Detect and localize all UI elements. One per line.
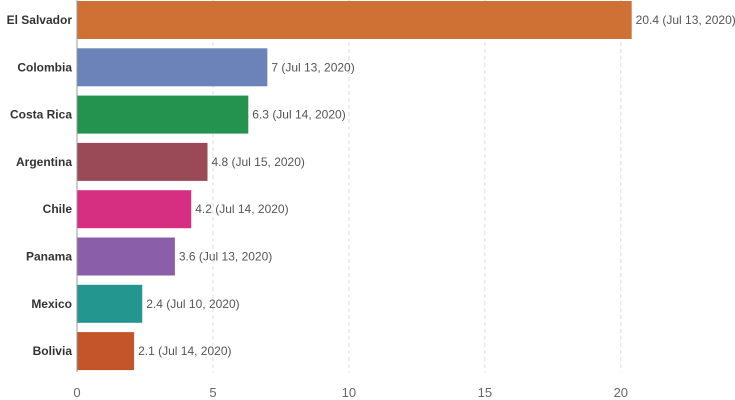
category-label: Panama (26, 250, 72, 264)
x-tick-label: 15 (478, 385, 492, 400)
labels: El Salvador 20.4 (Jul 13, 2020) Colombia 7 … (7, 13, 735, 358)
x-axis: 0 5 10 15 20 (73, 0, 628, 400)
category-label: Chile (43, 202, 73, 216)
x-tick-label: 5 (209, 385, 216, 400)
category-label: Mexico (31, 297, 72, 311)
category-label: Costa Rica (10, 108, 72, 122)
category-label: Bolivia (33, 344, 73, 358)
value-label: 3.6 (Jul 13, 2020) (179, 250, 272, 264)
x-tick-label: 20 (614, 385, 628, 400)
category-label: Argentina (16, 155, 72, 169)
bar-bolivia (77, 332, 135, 371)
x-tick-label: 10 (342, 385, 356, 400)
bar-argentina (77, 142, 208, 181)
value-label: 7 (Jul 13, 2020) (271, 60, 354, 74)
category-label: El Salvador (7, 13, 73, 27)
value-label: 2.1 (Jul 14, 2020) (138, 344, 231, 358)
category-label: Colombia (17, 60, 72, 74)
bar-panama (77, 237, 175, 276)
x-tick-label: 0 (73, 385, 80, 400)
value-label: 4.2 (Jul 14, 2020) (195, 202, 288, 216)
bars (77, 1, 632, 371)
value-label: 4.8 (Jul 15, 2020) (212, 155, 305, 169)
grid-lines (212, 0, 622, 372)
bar-colombia (77, 48, 268, 87)
bar-costa-rica (77, 95, 249, 134)
value-label: 20.4 (Jul 13, 2020) (636, 13, 735, 27)
bar-chile (77, 190, 192, 229)
bar-el-salvador (77, 1, 632, 39)
value-label: 6.3 (Jul 14, 2020) (252, 108, 345, 122)
value-label: 2.4 (Jul 10, 2020) (146, 297, 239, 311)
bar-mexico (77, 284, 143, 323)
